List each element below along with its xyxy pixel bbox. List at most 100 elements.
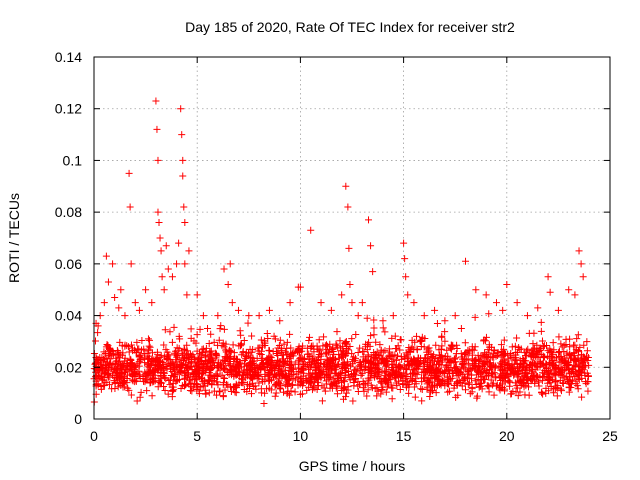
data-point — [557, 387, 565, 395]
data-point — [445, 387, 453, 395]
data-point — [206, 366, 214, 374]
data-point — [538, 351, 546, 359]
data-point — [474, 366, 482, 374]
data-point — [356, 367, 364, 375]
data-point — [240, 337, 248, 345]
data-point — [392, 356, 400, 364]
data-point — [344, 361, 352, 369]
data-point — [258, 343, 266, 351]
data-point — [471, 343, 479, 351]
data-point — [340, 385, 348, 393]
data-point — [432, 354, 440, 362]
data-point — [574, 331, 582, 339]
data-point — [317, 299, 325, 307]
data-point — [147, 367, 155, 375]
data-point — [522, 374, 530, 382]
data-point — [285, 373, 293, 381]
data-point — [129, 373, 137, 381]
y-tick-label: 0 — [74, 411, 82, 427]
data-point — [164, 390, 172, 398]
data-point — [473, 392, 481, 400]
data-point — [176, 368, 184, 376]
data-point — [168, 273, 176, 281]
data-point — [214, 373, 222, 381]
data-point — [275, 363, 283, 371]
data-point — [91, 337, 99, 345]
data-point — [132, 362, 140, 370]
data-point — [555, 333, 563, 341]
data-point — [360, 366, 368, 374]
data-point — [307, 373, 315, 381]
data-point — [245, 384, 253, 392]
data-point — [500, 356, 508, 364]
data-point — [571, 291, 579, 299]
data-point — [97, 363, 105, 371]
chart-title: Day 185 of 2020, Rate Of TEC Index for r… — [185, 19, 515, 35]
data-point — [395, 365, 403, 373]
data-point — [554, 384, 562, 392]
data-point — [144, 335, 152, 343]
data-point — [257, 385, 265, 393]
data-point — [544, 347, 552, 355]
data-point — [472, 362, 480, 370]
data-point — [389, 312, 397, 320]
data-point — [547, 370, 555, 378]
data-point — [429, 353, 437, 361]
data-point — [480, 365, 488, 373]
data-point — [553, 354, 561, 362]
data-point — [221, 386, 229, 394]
data-point — [478, 373, 486, 381]
data-point — [180, 345, 188, 353]
data-point — [433, 320, 441, 328]
data-point — [157, 247, 165, 255]
data-point — [265, 375, 273, 383]
data-point — [97, 385, 105, 393]
data-point — [143, 387, 151, 395]
data-point — [438, 351, 446, 359]
data-point — [490, 391, 498, 399]
data-point — [269, 348, 277, 356]
data-point — [444, 388, 452, 396]
data-point — [156, 379, 164, 387]
data-point — [542, 365, 550, 373]
data-point — [572, 380, 580, 388]
data-point — [547, 360, 555, 368]
data-point — [460, 351, 468, 359]
data-point — [538, 388, 546, 396]
data-point — [432, 389, 440, 397]
data-point — [193, 347, 201, 355]
data-point — [294, 347, 302, 355]
data-point — [546, 288, 554, 296]
data-point — [562, 358, 570, 366]
data-point — [192, 361, 200, 369]
data-point — [207, 330, 215, 338]
data-point — [342, 389, 350, 397]
data-point — [126, 203, 134, 211]
data-point — [102, 361, 110, 369]
data-point — [538, 337, 546, 345]
data-point — [180, 382, 188, 390]
data-point — [471, 377, 479, 385]
data-point — [517, 378, 525, 386]
data-point — [519, 356, 527, 364]
data-point — [135, 306, 143, 314]
x-tick-label: 5 — [193, 428, 201, 444]
data-point — [276, 336, 284, 344]
data-point — [352, 331, 360, 339]
data-point — [565, 366, 573, 374]
data-point — [392, 373, 400, 381]
data-point — [416, 356, 424, 364]
data-point — [441, 328, 449, 336]
data-point — [270, 332, 278, 340]
data-point — [112, 354, 120, 362]
data-point — [433, 370, 441, 378]
data-point — [544, 273, 552, 281]
data-point — [446, 375, 454, 383]
data-point — [553, 392, 561, 400]
data-point — [175, 239, 183, 247]
data-point — [96, 356, 104, 364]
data-point — [336, 337, 344, 345]
data-point — [370, 355, 378, 363]
data-point — [418, 333, 426, 341]
data-point — [181, 381, 189, 389]
